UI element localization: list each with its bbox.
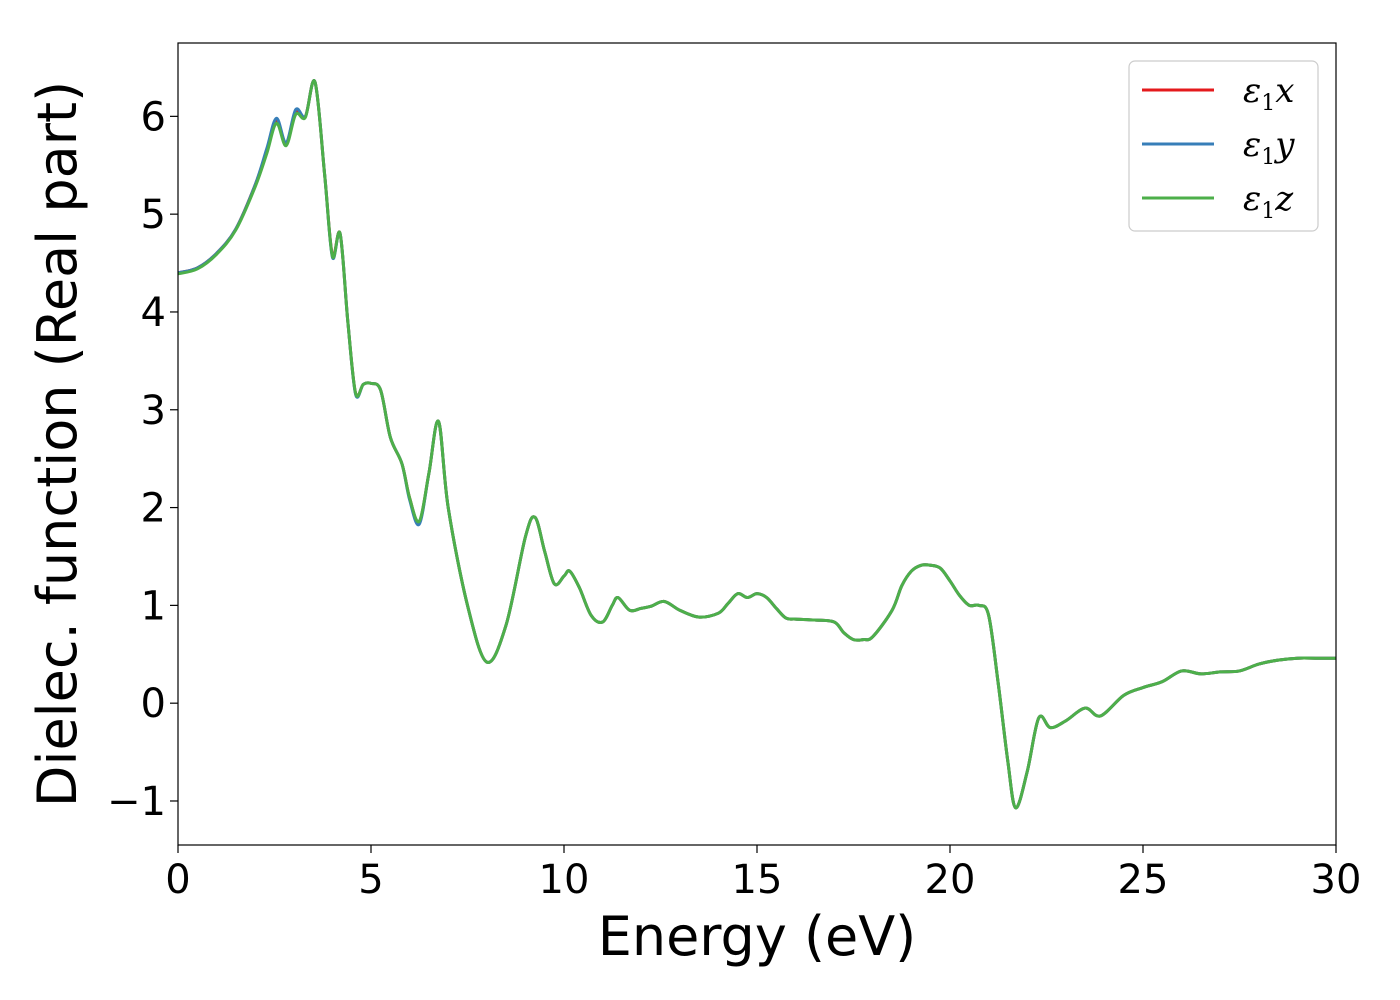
- y-tick-label: 5: [141, 192, 166, 238]
- y-axis: −1 0 1 2 3 4 5 6: [107, 94, 178, 825]
- x-tick-label: 15: [732, 857, 783, 903]
- legend-label: ε1z: [1243, 179, 1294, 224]
- legend-box: [1128, 60, 1319, 232]
- x-axis-label: Energy (eV): [598, 905, 917, 968]
- legend-label: ε1x: [1243, 71, 1294, 116]
- y-tick-label: −1: [107, 779, 166, 825]
- x-tick-label: 5: [358, 857, 383, 903]
- x-tick-label: 10: [539, 857, 590, 903]
- x-tick-label: 30: [1311, 857, 1362, 903]
- x-axis: 0 5 10 15 20 25 30: [165, 845, 1361, 903]
- y-tick-label: 4: [141, 290, 166, 336]
- y-axis-label: Dielec. function (Real part): [26, 81, 89, 807]
- x-tick-label: 25: [1118, 857, 1169, 903]
- y-tick-label: 2: [141, 486, 166, 532]
- y-tick-label: 1: [141, 583, 166, 629]
- y-tick-label: 3: [141, 388, 166, 434]
- y-tick-label: 6: [141, 94, 166, 140]
- x-tick-label: 20: [925, 857, 976, 903]
- y-tick-label: 0: [141, 681, 166, 727]
- legend: ε1x ε1y ε1z: [1128, 60, 1319, 232]
- legend-label: ε1y: [1243, 125, 1295, 170]
- series-layer: [178, 79, 1336, 810]
- x-tick-label: 0: [165, 857, 190, 903]
- series-z-line: [178, 79, 1336, 810]
